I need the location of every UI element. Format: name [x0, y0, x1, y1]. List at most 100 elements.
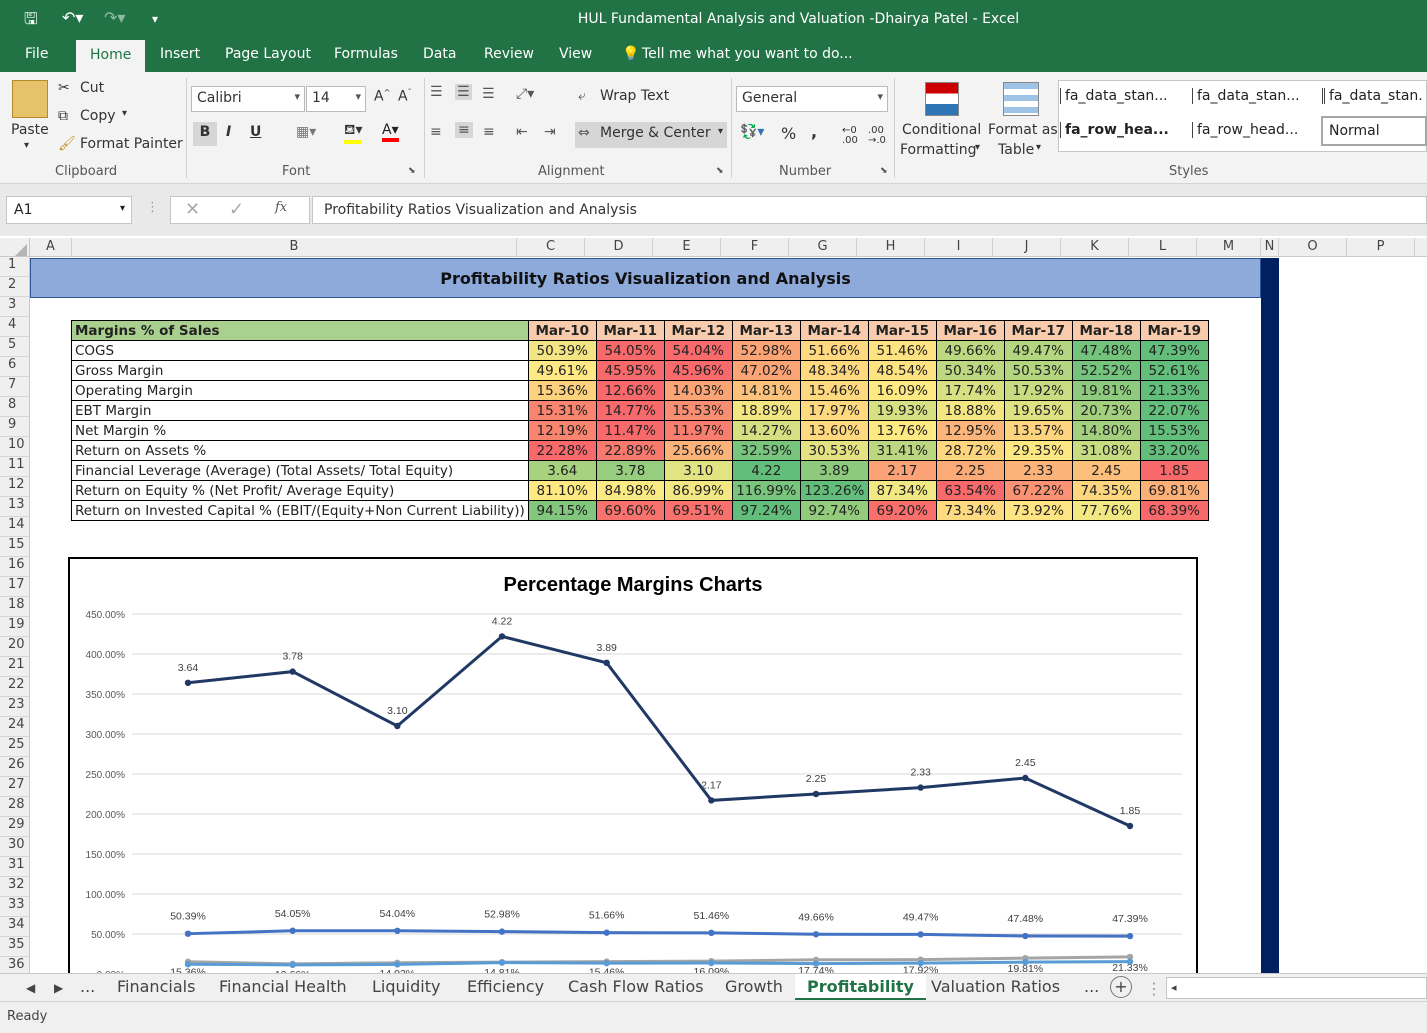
table-cell[interactable]: 52.52%: [1071, 360, 1141, 381]
style-fa-data-standard-3[interactable]: fa_data_stan.: [1322, 88, 1427, 104]
row-header[interactable]: 12: [0, 477, 29, 497]
decrease-indent-icon[interactable]: ⇤: [516, 124, 528, 140]
row-header[interactable]: 19: [0, 617, 29, 637]
table-cell[interactable]: 51.66%: [799, 340, 869, 361]
column-header[interactable]: O: [1279, 238, 1347, 257]
row-header[interactable]: 31: [0, 857, 29, 877]
table-cell[interactable]: 22.28%: [527, 440, 597, 461]
table-cell[interactable]: 47.02%: [731, 360, 801, 381]
row-header[interactable]: 24: [0, 717, 29, 737]
table-cell[interactable]: 45.95%: [595, 360, 665, 381]
table-cell[interactable]: 18.89%: [731, 400, 801, 421]
decrease-decimal-icon[interactable]: .00 →.0: [868, 125, 886, 146]
table-cell[interactable]: 63.54%: [935, 480, 1005, 501]
align-top-icon[interactable]: ☰: [430, 84, 443, 100]
table-cell[interactable]: 3.10: [663, 460, 733, 481]
row-header[interactable]: 14: [0, 517, 29, 537]
save-icon[interactable]: 🖫: [24, 9, 38, 28]
table-cell[interactable]: 14.27%: [731, 420, 801, 441]
horizontal-scrollbar[interactable]: ◂: [1166, 977, 1427, 999]
table-cell[interactable]: 47.39%: [1139, 340, 1209, 361]
row-header[interactable]: 5: [0, 337, 29, 357]
fill-color-icon[interactable]: ⛾▾: [344, 122, 363, 144]
table-year-header[interactable]: Mar-19: [1139, 320, 1209, 341]
row-label[interactable]: Return on Assets %: [71, 440, 529, 461]
align-center-icon[interactable]: ≡: [455, 122, 473, 138]
row-label[interactable]: Operating Margin: [71, 380, 529, 401]
table-cell[interactable]: 69.51%: [663, 500, 733, 521]
table-cell[interactable]: 14.81%: [731, 380, 801, 401]
row-header[interactable]: 3: [0, 297, 29, 317]
table-cell[interactable]: 28.72%: [935, 440, 1005, 461]
table-cell[interactable]: 22.89%: [595, 440, 665, 461]
customize-qat-icon[interactable]: ▾: [152, 12, 159, 26]
table-cell[interactable]: 48.54%: [867, 360, 937, 381]
more-sheets-left[interactable]: ...: [80, 977, 96, 996]
table-cell[interactable]: 123.26%: [799, 480, 869, 501]
row-header[interactable]: 17: [0, 577, 29, 597]
font-size-combo[interactable]: 14: [306, 86, 366, 112]
table-year-header[interactable]: Mar-15: [867, 320, 937, 341]
table-cell[interactable]: 15.53%: [663, 400, 733, 421]
row-header[interactable]: 10: [0, 437, 29, 457]
table-cell[interactable]: 17.92%: [1003, 380, 1073, 401]
table-cell[interactable]: 84.98%: [595, 480, 665, 501]
name-box-dropdown-icon[interactable]: ▾: [119, 203, 125, 214]
sheet-tab-financials[interactable]: Financials: [117, 977, 196, 996]
conditional-formatting-dropdown-icon[interactable]: ▾: [975, 142, 981, 153]
orientation-icon[interactable]: ⤢▾: [516, 86, 535, 102]
align-left-icon[interactable]: ≡: [430, 124, 442, 140]
table-cell[interactable]: 15.46%: [799, 380, 869, 401]
sheet-banner-title[interactable]: Profitability Ratios Visualization and A…: [30, 258, 1261, 298]
table-cell[interactable]: 94.15%: [527, 500, 597, 521]
column-header[interactable]: C: [517, 238, 585, 257]
number-format-combo[interactable]: General: [736, 86, 888, 112]
row-header[interactable]: 27: [0, 777, 29, 797]
conditional-formatting-icon[interactable]: [925, 82, 959, 116]
paste-dropdown-icon[interactable]: ▾: [24, 140, 30, 151]
paste-icon[interactable]: [12, 80, 48, 118]
merge-dropdown-icon[interactable]: ▾: [717, 126, 723, 137]
column-header[interactable]: D: [585, 238, 653, 257]
table-year-header[interactable]: Mar-17: [1003, 320, 1073, 341]
row-header[interactable]: 25: [0, 737, 29, 757]
table-cell[interactable]: 32.59%: [731, 440, 801, 461]
table-cell[interactable]: 25.66%: [663, 440, 733, 461]
row-label[interactable]: EBT Margin: [71, 400, 529, 421]
table-cell[interactable]: 11.97%: [663, 420, 733, 441]
cancel-icon[interactable]: ✕: [185, 199, 201, 220]
row-header[interactable]: 34: [0, 917, 29, 937]
tell-me-box[interactable]: Tell me what you want to do...: [642, 46, 853, 62]
table-cell[interactable]: 52.98%: [731, 340, 801, 361]
table-year-header[interactable]: Mar-12: [663, 320, 733, 341]
table-cell[interactable]: 13.76%: [867, 420, 937, 441]
table-cell[interactable]: 15.31%: [527, 400, 597, 421]
table-cell[interactable]: 20.73%: [1071, 400, 1141, 421]
table-cell[interactable]: 2.33: [1003, 460, 1073, 481]
bold-button[interactable]: B: [193, 122, 217, 146]
table-cell[interactable]: 30.53%: [799, 440, 869, 461]
sheet-tab-profitability[interactable]: Profitability: [795, 974, 926, 1000]
format-as-table-dropdown-icon[interactable]: ▾: [1036, 142, 1042, 153]
table-cell[interactable]: 92.74%: [799, 500, 869, 521]
table-cell[interactable]: 2.45: [1071, 460, 1141, 481]
table-cell[interactable]: 50.34%: [935, 360, 1005, 381]
row-header[interactable]: 11: [0, 457, 29, 477]
undo-icon[interactable]: ↶▾: [62, 8, 84, 27]
column-header[interactable]: M: [1197, 238, 1261, 257]
alignment-dialog-launcher-icon[interactable]: ⬊: [716, 166, 724, 176]
table-year-header[interactable]: Mar-14: [799, 320, 869, 341]
table-cell[interactable]: 87.34%: [867, 480, 937, 501]
sheet-tab-financial-health[interactable]: Financial Health: [219, 977, 347, 996]
formula-input[interactable]: Profitability Ratios Visualization and A…: [312, 196, 1427, 224]
scroll-tabs-right-icon[interactable]: ▶: [54, 981, 64, 995]
row-header[interactable]: 9: [0, 417, 29, 437]
format-as-table-button[interactable]: Format as: [988, 122, 1058, 138]
conditional-formatting-button[interactable]: Conditional: [902, 122, 982, 138]
paste-button[interactable]: Paste: [11, 122, 49, 138]
table-cell[interactable]: 14.77%: [595, 400, 665, 421]
table-cell[interactable]: 69.60%: [595, 500, 665, 521]
borders-icon[interactable]: ▦▾: [296, 124, 317, 140]
shrink-font-icon[interactable]: Aˇ: [398, 88, 412, 105]
sheet-tab-cash-flow-ratios[interactable]: Cash Flow Ratios: [568, 977, 704, 996]
